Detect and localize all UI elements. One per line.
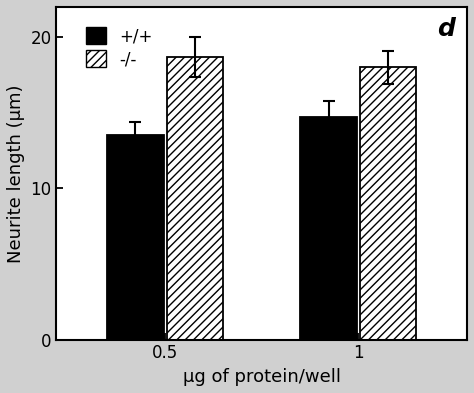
Legend: +/+, -/-: +/+, -/-	[81, 22, 158, 73]
Bar	[301, 118, 357, 340]
X-axis label: µg of protein/well: µg of protein/well	[183, 368, 341, 386]
Y-axis label: Neurite length (µm): Neurite length (µm)	[7, 84, 25, 263]
Bar	[166, 57, 223, 340]
Bar	[107, 136, 164, 340]
Bar	[360, 68, 417, 340]
Text: d: d	[437, 17, 455, 41]
